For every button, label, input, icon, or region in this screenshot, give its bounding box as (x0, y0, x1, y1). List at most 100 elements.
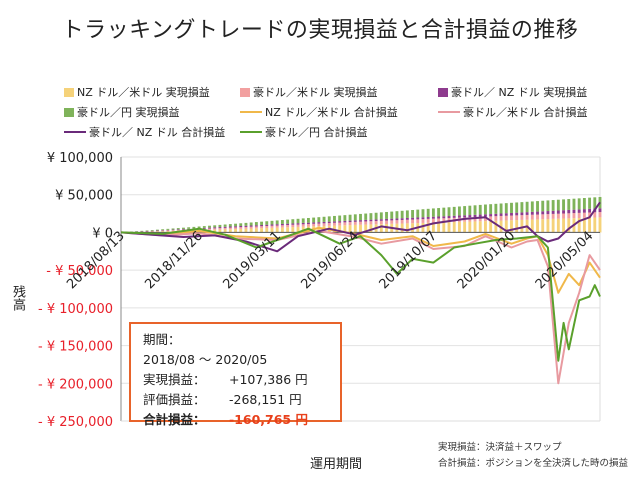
realized-bar (442, 222, 446, 233)
realized-bar (437, 218, 441, 223)
realized-bar (442, 218, 446, 223)
realized-bar (213, 227, 217, 229)
realized-bar (457, 221, 461, 233)
realized-bar (593, 217, 597, 233)
realized-bar (530, 201, 534, 212)
realized-bar (452, 215, 456, 218)
y-tick-label: ¥ 100,000 (47, 151, 113, 166)
realized-bar (567, 199, 571, 210)
legend-item: NZ ドル／米ドル 合計損益 (240, 104, 398, 120)
realized-bar (156, 231, 159, 233)
realized-bar (588, 217, 592, 233)
realized-bar (405, 210, 409, 218)
realized-bar (421, 209, 425, 218)
realized-bar (536, 219, 539, 233)
realized-bar (359, 213, 362, 221)
legend-line-swatch (240, 131, 262, 133)
realized-bar (202, 226, 206, 228)
realized-bar (327, 221, 331, 224)
realized-bar (296, 226, 300, 233)
realized-bar (312, 222, 316, 224)
realized-bar (280, 223, 284, 226)
realized-bar (312, 223, 316, 227)
realized-bar (353, 220, 357, 222)
realized-bar (249, 228, 253, 233)
realized-bar (426, 216, 430, 219)
realized-bar (541, 211, 545, 215)
legend-item: 豪ドル／米ドル 合計損益 (438, 104, 588, 120)
realized-bar (416, 209, 420, 218)
realized-bar (510, 215, 513, 221)
realized-bar (333, 215, 336, 222)
realized-bar (582, 212, 586, 218)
realized-bar (270, 225, 274, 228)
realized-bar (390, 211, 394, 219)
realized-bar (254, 228, 258, 233)
realized-bar (551, 218, 555, 233)
realized-bar (280, 225, 284, 228)
realized-bar (588, 208, 592, 213)
realized-bar (322, 221, 326, 224)
summary-realized-key: 実現損益： (143, 372, 206, 387)
realized-bar (327, 223, 331, 226)
legend-item: 豪ドル／円 合計損益 (240, 124, 368, 140)
realized-bar (478, 221, 482, 233)
realized-bar (260, 228, 264, 233)
realized-bar (431, 218, 435, 223)
realized-bar (572, 198, 576, 210)
realized-bar (577, 218, 581, 233)
realized-bar (348, 222, 352, 226)
realized-bar (161, 231, 165, 233)
realized-bar (385, 218, 388, 221)
y-axis-label: 残高 (10, 285, 25, 311)
realized-bar (374, 221, 378, 225)
legend-bar-swatch (240, 87, 250, 97)
realized-bar (359, 220, 362, 222)
realized-bar (484, 221, 487, 233)
realized-bar (171, 229, 175, 231)
realized-bar (593, 212, 597, 218)
realized-bar (546, 200, 550, 212)
realized-bar (218, 229, 222, 233)
realized-bar (520, 219, 524, 233)
legend-label: 豪ドル／円 実現損益 (77, 106, 180, 119)
realized-bar (562, 213, 565, 219)
realized-bar (317, 222, 321, 224)
realized-bar (374, 212, 378, 220)
realized-bar (369, 219, 373, 222)
realized-bar (254, 226, 258, 229)
realized-bar (463, 215, 467, 218)
realized-bar (431, 208, 435, 217)
realized-bar (551, 210, 555, 214)
realized-bar (317, 223, 321, 227)
realized-bar (572, 209, 576, 214)
realized-bar (416, 217, 420, 220)
realized-bar (504, 203, 508, 214)
realized-bar (530, 211, 534, 215)
realized-bar (265, 221, 269, 225)
realized-bar (166, 230, 170, 232)
realized-bar (385, 223, 388, 233)
realized-bar (234, 226, 237, 228)
realized-bar (286, 223, 290, 226)
summary-period-key: 期間： (143, 332, 181, 347)
realized-bar (369, 221, 373, 225)
realized-bar (426, 218, 430, 223)
realized-bar (582, 209, 586, 213)
realized-bar (405, 219, 409, 224)
realized-bar (343, 225, 347, 233)
realized-bar (213, 225, 217, 228)
realized-bar (265, 227, 269, 233)
realized-bar (510, 212, 513, 216)
realized-bar (463, 206, 467, 216)
legend-label: 豪ドル／ NZ ドル 合計損益 (89, 126, 226, 139)
realized-bar (223, 226, 227, 228)
realized-bar (213, 228, 217, 230)
legend-label: 豪ドル／ NZ ドル 実現損益 (451, 86, 588, 99)
summary-box: 期間： 2018/08 ～ 2020/05 実現損益： +107,386 円 評価損… (129, 322, 342, 427)
note-realized: 実現損益：決済益＋スワップ (438, 442, 562, 453)
realized-bar (260, 221, 264, 225)
realized-bar (228, 229, 232, 233)
realized-bar (359, 221, 362, 225)
realized-bar (353, 224, 357, 233)
